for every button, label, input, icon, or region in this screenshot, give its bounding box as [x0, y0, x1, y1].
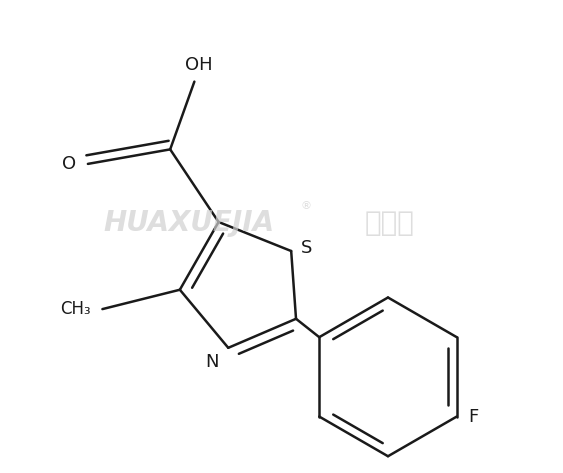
Text: F: F: [468, 408, 479, 426]
Text: HUAXUEJIA: HUAXUEJIA: [104, 209, 275, 236]
Text: N: N: [205, 353, 218, 371]
Text: CH₃: CH₃: [60, 300, 91, 318]
Text: ®: ®: [301, 201, 311, 211]
Text: S: S: [301, 239, 312, 257]
Text: 化学加: 化学加: [365, 209, 415, 236]
Text: OH: OH: [185, 56, 213, 74]
Text: O: O: [62, 155, 76, 173]
